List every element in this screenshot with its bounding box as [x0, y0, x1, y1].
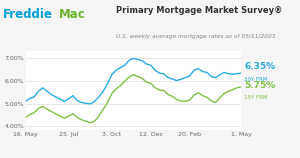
Text: 6.35%: 6.35%	[244, 62, 276, 71]
Text: U.S. weekly average mortgage rates as of 05/11/2023: U.S. weekly average mortgage rates as of…	[116, 34, 275, 39]
Text: Freddie: Freddie	[3, 8, 53, 21]
Text: 30Y FRM: 30Y FRM	[244, 77, 268, 82]
Text: 5.75%: 5.75%	[244, 81, 276, 90]
Text: 15Y FRM: 15Y FRM	[244, 95, 268, 100]
Text: Mac: Mac	[58, 8, 85, 21]
Text: Primary Mortgage Market Survey®: Primary Mortgage Market Survey®	[116, 6, 282, 15]
